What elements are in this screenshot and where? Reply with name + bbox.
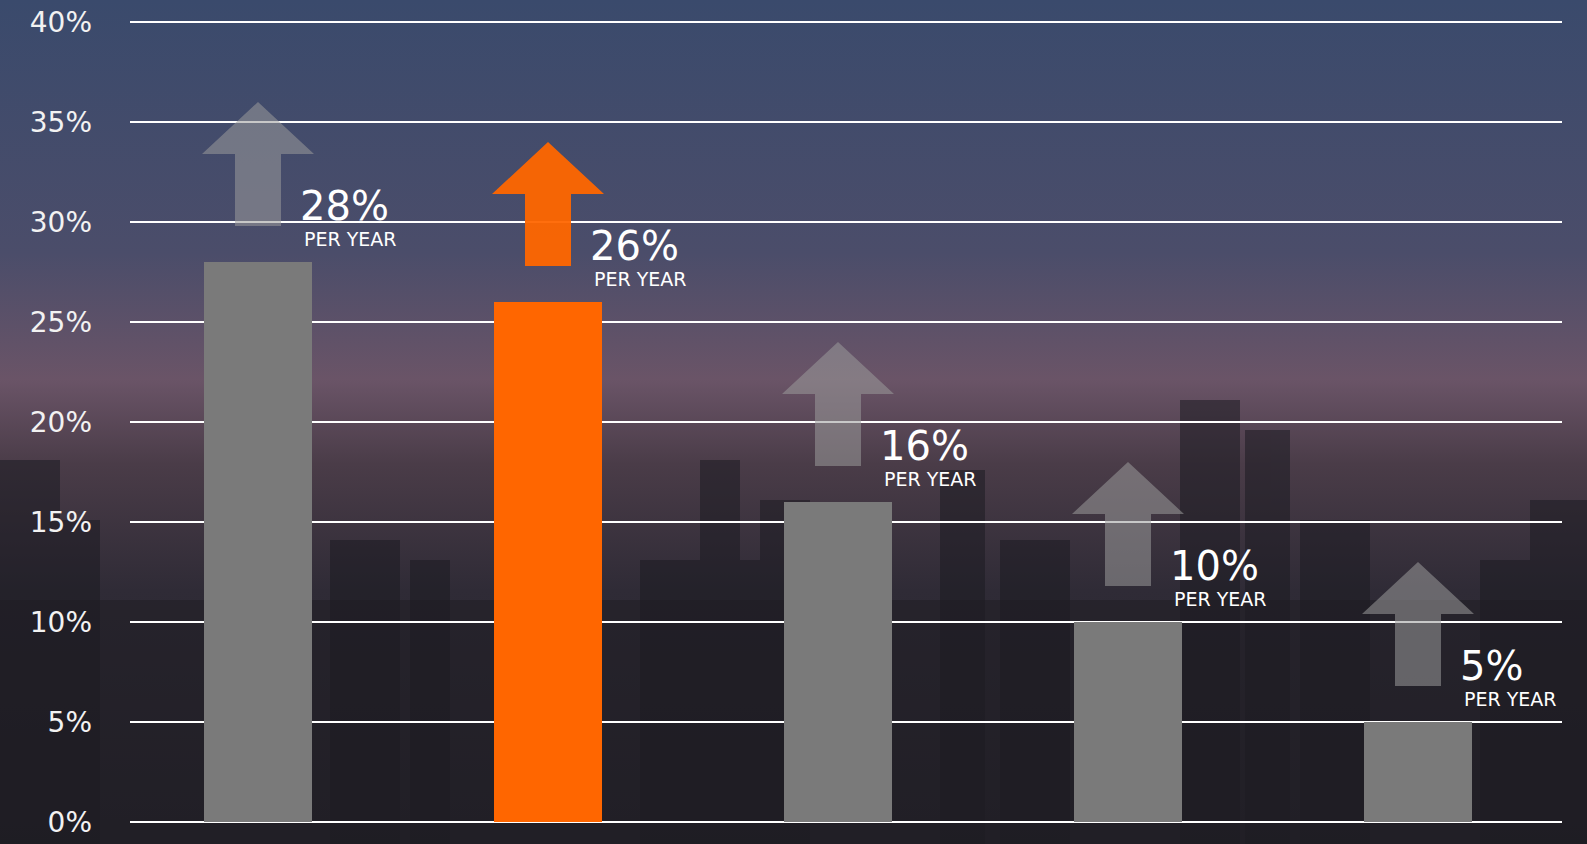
- arrow: [782, 342, 894, 466]
- background: [0, 0, 1587, 844]
- chart: 0%5%10%15%20%25%30%35%40%28%PER YEAR26%P…: [0, 0, 1587, 844]
- y-tick-label: 25%: [30, 306, 92, 339]
- bar: [494, 302, 602, 822]
- bar: [784, 502, 892, 822]
- data-label: 5%: [1460, 643, 1523, 689]
- y-tick-label: 20%: [30, 406, 92, 439]
- annotation: PER YEAR: [884, 468, 977, 490]
- grid-line: [130, 321, 1562, 323]
- annotation: PER YEAR: [1464, 688, 1557, 710]
- y-tick-label: 40%: [30, 6, 92, 39]
- arrow: [492, 142, 604, 266]
- data-labels: 28%PER YEAR26%PER YEAR16%PER YEAR10%PER …: [300, 183, 1557, 710]
- y-tick-label: 35%: [30, 106, 92, 139]
- y-tick-label: 0%: [48, 806, 92, 839]
- data-label: 28%: [300, 183, 389, 229]
- y-axis: 0% 5% 10% 15% 20% 25% 30% 35% 40%: [30, 6, 1562, 839]
- y-tick-label: 5%: [48, 706, 92, 739]
- bar: [1074, 622, 1182, 822]
- y-tick-label: 15%: [30, 506, 92, 539]
- bars: [204, 262, 1472, 822]
- grid-line: [130, 121, 1562, 123]
- arrows: [202, 102, 1474, 686]
- grid-line: [130, 21, 1562, 23]
- data-label: 16%: [880, 423, 969, 469]
- data-label: 26%: [590, 223, 679, 269]
- y-tick-label: 10%: [30, 606, 92, 639]
- data-label: 10%: [1170, 543, 1259, 589]
- bar: [204, 262, 312, 822]
- annotation: PER YEAR: [1174, 588, 1267, 610]
- arrow: [1072, 462, 1184, 586]
- annotation: PER YEAR: [594, 268, 687, 290]
- bar: [1364, 722, 1472, 822]
- y-tick-label: 30%: [30, 206, 92, 239]
- arrow: [202, 102, 314, 226]
- arrow: [1362, 562, 1474, 686]
- annotation: PER YEAR: [304, 228, 397, 250]
